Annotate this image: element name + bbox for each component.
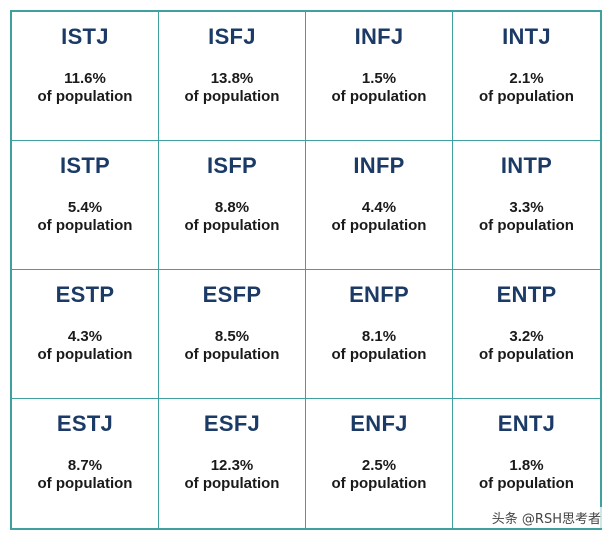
percent-value: 8.1% (361, 328, 397, 345)
cell-istp: ISTP 5.4% of population (12, 141, 159, 270)
population-label: of population (37, 346, 133, 363)
type-label: ESTP (55, 282, 115, 307)
percent-value: 13.8% (210, 70, 254, 87)
population-label: of population (331, 346, 427, 363)
cell-entj: ENTJ 1.8% of population (453, 399, 600, 528)
cell-intp: INTP 3.3% of population (453, 141, 600, 270)
percent-value: 2.5% (361, 457, 397, 474)
population-label: of population (479, 475, 574, 492)
population-label: of population (37, 217, 133, 234)
percent-value: 11.6% (64, 70, 106, 87)
population-label: of population (37, 88, 133, 105)
percent-value: 8.8% (214, 199, 250, 216)
cell-enfp: ENFP 8.1% of population (306, 270, 453, 399)
cell-infj: INFJ 1.5% of population (306, 12, 453, 141)
cell-entp: ENTP 3.2% of population (453, 270, 600, 399)
cell-intj: INTJ 2.1% of population (453, 12, 600, 141)
population-label: of population (479, 217, 574, 234)
type-label: ENTJ (497, 411, 556, 436)
cell-istj: ISTJ 11.6% of population (12, 12, 159, 141)
percent-value: 1.5% (361, 70, 397, 87)
percent-value: 3.2% (509, 328, 544, 345)
type-label: ISFP (206, 153, 258, 178)
watermark-text: 头条 @RSH思考者 (489, 507, 603, 528)
population-label: of population (479, 88, 574, 105)
percent-value: 1.8% (509, 457, 544, 474)
type-label: ISTJ (61, 24, 109, 49)
population-label: of population (184, 88, 280, 105)
type-label: ESTJ (56, 411, 114, 436)
type-label: ISFJ (208, 24, 256, 49)
cell-infp: INFP 4.4% of population (306, 141, 453, 270)
population-label: of population (479, 346, 574, 363)
type-label: ENTP (496, 282, 557, 307)
type-label: INTP (500, 153, 553, 178)
type-label: INFP (353, 153, 405, 178)
type-label: ISTP (59, 153, 111, 178)
population-label: of population (331, 217, 427, 234)
population-label: of population (331, 88, 427, 105)
cell-estj: ESTJ 8.7% of population (12, 399, 159, 528)
type-label: ESFJ (203, 411, 261, 436)
population-label: of population (184, 475, 280, 492)
cell-esfj: ESFJ 12.3% of population (159, 399, 306, 528)
cell-estp: ESTP 4.3% of population (12, 270, 159, 399)
mbti-grid: ISTJ 11.6% of population ISFJ 13.8% of p… (10, 10, 602, 530)
percent-value: 5.4% (67, 199, 103, 216)
cell-esfp: ESFP 8.5% of population (159, 270, 306, 399)
percent-value: 4.4% (361, 199, 397, 216)
percent-value: 8.5% (214, 328, 250, 345)
percent-value: 4.3% (67, 328, 103, 345)
type-label: INFJ (354, 24, 404, 49)
population-label: of population (184, 217, 280, 234)
population-label: of population (331, 475, 427, 492)
type-label: INTJ (502, 24, 551, 49)
percent-value: 8.7% (67, 457, 103, 474)
type-label: ENFJ (350, 411, 408, 436)
type-label: ENFP (349, 282, 409, 307)
type-label: ESFP (202, 282, 262, 307)
percent-value: 3.3% (509, 199, 544, 216)
cell-enfj: ENFJ 2.5% of population (306, 399, 453, 528)
percent-value: 2.1% (509, 70, 544, 87)
cell-isfp: ISFP 8.8% of population (159, 141, 306, 270)
population-label: of population (37, 475, 133, 492)
population-label: of population (184, 346, 280, 363)
cell-isfj: ISFJ 13.8% of population (159, 12, 306, 141)
percent-value: 12.3% (210, 457, 254, 474)
